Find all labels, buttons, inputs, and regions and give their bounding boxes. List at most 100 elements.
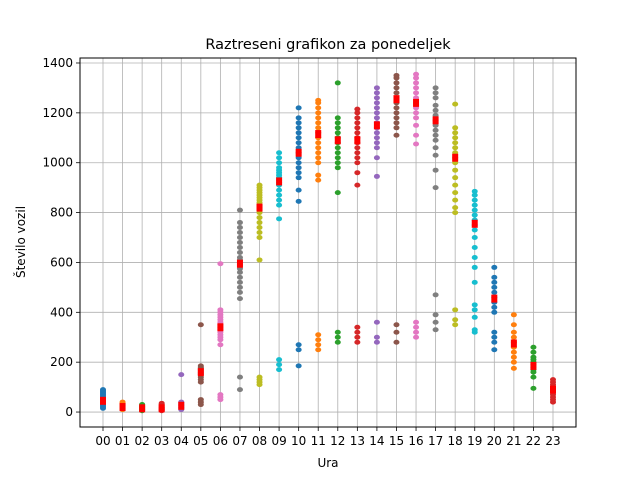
data-point	[393, 115, 400, 121]
data-point	[373, 140, 380, 146]
data-point	[413, 122, 420, 128]
mean-marker	[217, 323, 224, 332]
y-tick-label: 0	[65, 405, 73, 419]
data-point	[354, 110, 361, 116]
data-point	[452, 190, 459, 196]
data-point	[315, 337, 322, 343]
data-point	[393, 110, 400, 116]
data-point	[413, 110, 420, 116]
mean-marker	[354, 136, 361, 145]
data-point	[236, 274, 243, 280]
data-point	[432, 145, 439, 151]
data-point	[315, 177, 322, 183]
data-point	[393, 105, 400, 111]
data-point	[315, 150, 322, 156]
mean-marker	[315, 130, 322, 139]
data-point	[236, 220, 243, 226]
data-point	[373, 135, 380, 141]
data-point	[373, 334, 380, 340]
data-point	[334, 145, 341, 151]
data-point	[373, 319, 380, 325]
data-point	[510, 329, 517, 335]
data-point	[236, 254, 243, 260]
data-point	[471, 197, 478, 203]
data-point	[295, 187, 302, 193]
data-point	[491, 304, 498, 310]
data-point	[432, 132, 439, 138]
y-axis-label: Število vozil	[13, 206, 28, 278]
mean-marker	[158, 404, 165, 413]
mean-marker	[413, 98, 420, 107]
data-point	[334, 80, 341, 86]
data-point	[413, 334, 420, 340]
mean-marker	[550, 385, 556, 394]
x-tick-label: 06	[213, 434, 228, 448]
data-point	[452, 140, 459, 146]
data-point	[432, 327, 439, 333]
data-point	[452, 182, 459, 188]
data-point	[373, 85, 380, 91]
data-point	[256, 235, 263, 241]
data-point	[452, 322, 459, 328]
data-point	[295, 125, 302, 131]
data-point	[295, 347, 302, 353]
data-point	[452, 210, 459, 216]
x-tick-label: 09	[271, 434, 286, 448]
data-point	[334, 160, 341, 166]
data-point	[491, 279, 498, 285]
data-point	[491, 274, 498, 280]
y-tick-label: 1200	[42, 106, 73, 120]
data-point	[530, 354, 537, 360]
data-point	[295, 140, 302, 146]
plot-frame	[79, 57, 577, 428]
data-point	[432, 137, 439, 143]
data-point	[373, 95, 380, 101]
data-point	[354, 339, 361, 345]
data-point	[471, 192, 478, 198]
data-point	[276, 160, 283, 166]
data-point	[354, 106, 361, 112]
data-point	[432, 167, 439, 173]
data-point	[217, 307, 224, 313]
data-point	[334, 155, 341, 161]
y-tick-label: 800	[50, 206, 73, 220]
mean-marker	[236, 259, 243, 268]
mean-markers	[100, 95, 556, 413]
data-point	[315, 160, 322, 166]
data-point	[393, 329, 400, 335]
x-tick-label: 18	[448, 434, 463, 448]
data-point	[354, 120, 361, 126]
data-point	[373, 339, 380, 345]
data-point	[471, 235, 478, 241]
data-point	[413, 141, 420, 147]
data-point	[510, 349, 517, 355]
data-point	[217, 392, 224, 398]
data-point	[315, 172, 322, 178]
x-tick-label: 23	[545, 434, 560, 448]
data-point	[354, 125, 361, 131]
data-point	[471, 244, 478, 250]
data-point	[236, 244, 243, 250]
mean-marker	[491, 294, 498, 303]
data-point	[178, 372, 185, 378]
data-point	[491, 289, 498, 295]
data-point	[276, 165, 283, 171]
data-point	[471, 212, 478, 218]
data-point	[413, 324, 420, 330]
data-point	[236, 387, 243, 393]
data-point	[256, 257, 263, 263]
mean-marker	[276, 177, 283, 186]
data-point	[354, 115, 361, 121]
data-point	[276, 187, 283, 193]
data-point	[295, 170, 302, 176]
y-tick-label: 600	[50, 255, 73, 269]
data-point	[432, 292, 439, 298]
data-point	[413, 75, 420, 81]
data-point	[373, 130, 380, 136]
data-point	[236, 279, 243, 285]
data-point	[471, 207, 478, 213]
x-tick-label: 22	[526, 434, 541, 448]
data-point	[413, 80, 420, 86]
data-point	[432, 152, 439, 158]
data-point	[295, 115, 302, 121]
